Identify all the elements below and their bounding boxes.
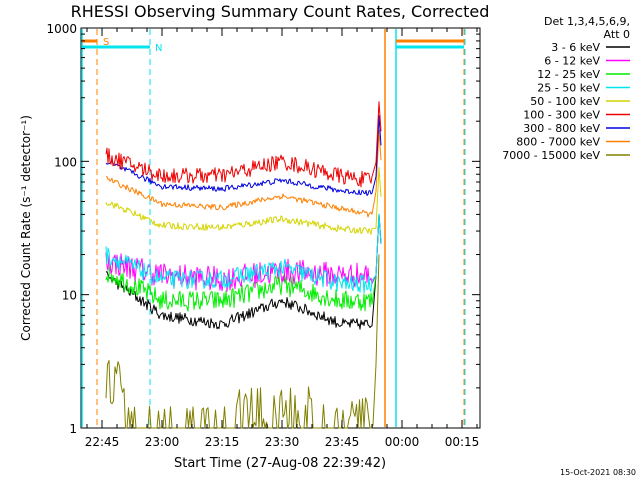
x-tick-label: 23:45 (325, 435, 360, 449)
legend-entry-label: 3 - 6 keV (551, 41, 600, 54)
x-tick-label: 00:15 (445, 435, 480, 449)
x-tick-label: 00:00 (385, 435, 420, 449)
legend-header: Det 1,3,4,5,6,9, (544, 15, 630, 28)
y-tick-label: 10 (62, 289, 77, 303)
chart-title: RHESSI Observing Summary Count Rates, Co… (71, 2, 490, 21)
legend-entry-label: 12 - 25 keV (537, 68, 600, 81)
x-axis-label: Start Time (27-Aug-08 22:39:42) (174, 456, 386, 471)
saa-marker-label: S (103, 37, 109, 48)
legend-entry-label: 800 - 7000 keV (516, 136, 600, 149)
x-tick-label: 23:30 (265, 435, 300, 449)
legend-entry-label: 6 - 12 keV (544, 55, 600, 68)
y-axis-label: Corrected Count Rate (s⁻¹ detector⁻¹) (19, 115, 33, 341)
legend-entry-label: 25 - 50 keV (537, 82, 600, 95)
y-tick-label: 1000 (46, 22, 77, 36)
y-tick-label: 100 (54, 155, 77, 169)
legend-header-att: Att 0 (604, 28, 630, 41)
legend-entry-label: 7000 - 15000 keV (502, 149, 600, 162)
night-marker-label: N (155, 43, 162, 54)
x-tick-label: 23:00 (145, 435, 180, 449)
x-tick-label: 23:15 (205, 435, 240, 449)
legend-entry-label: 50 - 100 keV (530, 95, 600, 108)
timestamp-label: 15-Oct-2021 08:30 (560, 468, 636, 477)
y-tick-label: 1 (69, 422, 77, 436)
x-tick-label: 22:45 (85, 435, 120, 449)
legend-entry-label: 100 - 300 keV (523, 109, 600, 122)
legend-entry-label: 300 - 800 keV (523, 122, 600, 135)
